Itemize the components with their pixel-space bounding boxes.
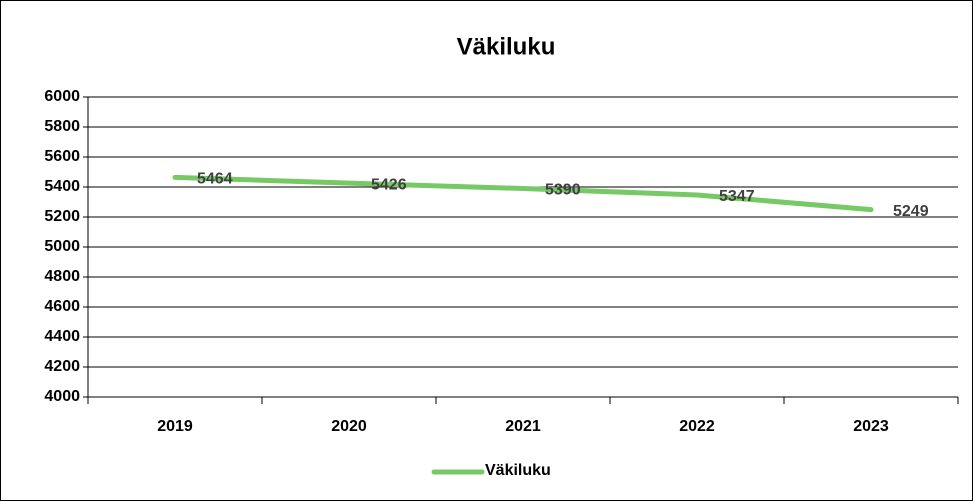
y-tick-label: 4600: [44, 298, 80, 315]
chart-title: Väkiluku: [457, 33, 556, 60]
line-series: [172, 174, 874, 213]
x-tick-label: 2022: [679, 418, 715, 435]
data-label: 5347: [719, 188, 755, 205]
data-label: 5426: [371, 176, 407, 193]
y-tick-label: 4200: [44, 358, 80, 375]
x-tick-label: 2021: [505, 418, 541, 435]
y-tick-label: 5600: [44, 148, 80, 165]
y-tick-label: 5400: [44, 178, 80, 195]
x-tick-label: 2023: [853, 418, 889, 435]
y-tick-label: 5200: [44, 208, 80, 225]
y-tick-label: 6000: [44, 88, 80, 105]
x-tick-label: 2019: [157, 418, 193, 435]
y-tick-label: 4000: [44, 388, 80, 405]
data-label: 5464: [197, 171, 233, 188]
y-tick-label: 5000: [44, 238, 80, 255]
y-tick-label: 4400: [44, 328, 80, 345]
x-tick-label: 2020: [331, 418, 367, 435]
data-label: 5249: [893, 203, 929, 220]
data-label: 5390: [545, 182, 581, 199]
legend-label: Väkiluku: [485, 462, 551, 479]
y-tick-label: 5800: [44, 118, 80, 135]
y-tick-label: 4800: [44, 268, 80, 285]
